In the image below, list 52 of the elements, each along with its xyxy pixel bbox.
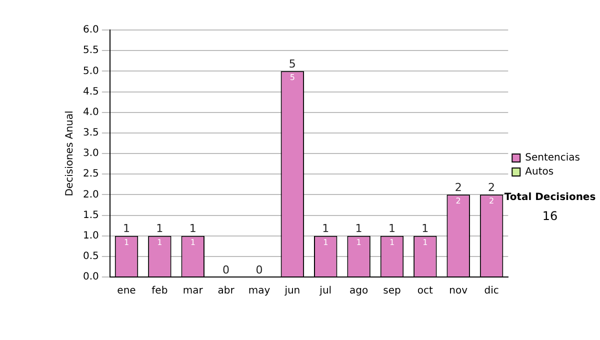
total-label: 1 <box>355 222 362 236</box>
x-tick-label: ene <box>117 286 136 297</box>
data-label: 1 <box>422 238 428 247</box>
legend-label: Autos <box>525 166 554 178</box>
y-tick-label: 5.0 <box>82 66 99 77</box>
data-label: 1 <box>389 238 395 247</box>
total-label: 1 <box>156 222 164 236</box>
data-label: 1 <box>190 238 196 247</box>
total-label: 5 <box>288 58 296 71</box>
x-tick-label: may <box>248 286 270 297</box>
x-tick-label: nov <box>449 286 468 297</box>
x-tick-label: mar <box>182 286 204 297</box>
y-tick-label: 0.5 <box>82 251 99 262</box>
y-tick-label: 3.0 <box>82 148 99 160</box>
y-tick-label: 2.0 <box>82 189 99 200</box>
data-label: 1 <box>157 238 162 247</box>
total-label: 1 <box>122 222 130 236</box>
y-tick-label: 1.0 <box>82 230 99 242</box>
total-label: 0 <box>256 263 263 276</box>
x-tick-label: jun <box>284 286 300 297</box>
total-label: 1 <box>322 222 330 236</box>
y-tick-label: 2.5 <box>82 168 99 180</box>
x-tick-label: oct <box>417 286 434 297</box>
x-tick-label: feb <box>152 286 168 297</box>
total-label: 1 <box>388 222 396 236</box>
x-tick-label: ago <box>350 286 368 297</box>
legend-label: Sentencias <box>525 152 580 164</box>
data-label: 2 <box>456 196 461 206</box>
data-label: 2 <box>488 196 494 206</box>
y-tick-label: 4.0 <box>82 106 99 118</box>
total-label: 1 <box>189 222 196 236</box>
total-label: 2 <box>488 181 496 194</box>
x-tick-label: jul <box>318 286 332 297</box>
data-label: 1 <box>124 238 130 247</box>
data-label: 1 <box>356 238 362 247</box>
x-tick-label: abr <box>218 286 236 297</box>
total-label: 1 <box>422 222 429 236</box>
y-tick-label: 4.5 <box>82 86 99 98</box>
x-tick-label: dic <box>484 286 499 297</box>
x-tick-label: sep <box>383 286 401 297</box>
annotation: Total Decisiones <box>503 192 597 203</box>
data-label: 5 <box>290 73 295 82</box>
y-axis-title: Decisiones Anual <box>64 110 76 196</box>
y-tick-label: 3.5 <box>82 128 99 139</box>
y-tick-label: 0.0 <box>82 272 99 283</box>
y-tick-label: 1.5 <box>82 210 99 221</box>
y-tick-label: 6.0 <box>82 24 99 36</box>
y-tick-label: 5.5 <box>82 45 99 56</box>
total-label: 2 <box>454 181 462 194</box>
total-label: 0 <box>222 263 230 276</box>
data-label: 1 <box>323 238 328 247</box>
text: 16 <box>541 209 559 223</box>
